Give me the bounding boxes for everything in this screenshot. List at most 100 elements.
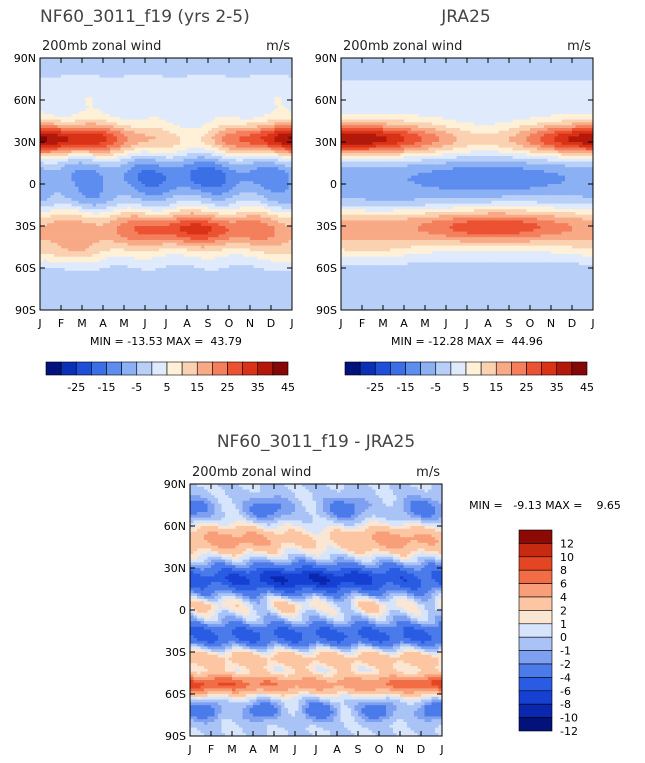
contour-cell (288, 88, 292, 93)
contour-cell (110, 178, 115, 182)
contour-cell (92, 192, 97, 196)
contour-cell (211, 158, 216, 163)
contour-cell (232, 175, 237, 179)
contour-cell (99, 156, 104, 160)
contour-cell (239, 156, 244, 160)
contour-cell (145, 172, 150, 177)
contour-cell (232, 125, 237, 129)
contour-cell (225, 209, 230, 213)
contour-cell (236, 184, 241, 188)
contour-cell (113, 122, 118, 126)
contour-cell (257, 69, 262, 73)
contour-cell (134, 192, 139, 196)
contour-cell (141, 114, 146, 118)
contour-cell (57, 245, 62, 249)
contour-cell (180, 91, 185, 95)
contour-cell (155, 198, 160, 202)
contour-cell (243, 245, 248, 249)
contour-cell (162, 234, 167, 238)
contour-cell (211, 69, 216, 73)
contour-cell (155, 184, 160, 188)
contour-cell (127, 74, 132, 79)
contour-cell (271, 100, 276, 104)
contour-cell (134, 200, 139, 205)
contour-cell (113, 94, 118, 98)
contour-cell (173, 237, 178, 241)
contour-cell (173, 94, 178, 98)
contour-cell (260, 63, 265, 67)
contour-cell (169, 100, 174, 104)
contour-cell (89, 245, 94, 249)
panel-model: NF60_3011_f19 (yrs 2-5) 200mb zonal wind… (14, 7, 295, 394)
contour-cell (145, 198, 150, 202)
contour-cell (89, 119, 94, 123)
contour-cell (40, 142, 45, 146)
contour-cell (71, 122, 76, 126)
contour-cell (64, 186, 69, 191)
contour-cell (232, 192, 237, 196)
contour-cell (239, 125, 244, 129)
contour-cell (239, 69, 244, 73)
contour-cell (201, 217, 206, 221)
contour-cell (169, 228, 174, 233)
contour-cell (113, 175, 118, 179)
contour-cell (47, 209, 52, 213)
contour-cell (75, 181, 80, 185)
contour-cell (236, 223, 241, 227)
contour-cell (285, 237, 290, 241)
contour-cell (253, 142, 258, 146)
contour-cell (127, 192, 132, 196)
contour-cell (61, 175, 66, 179)
contour-cell (222, 111, 227, 115)
contour-cell (215, 161, 220, 165)
contour-cell (117, 77, 122, 81)
contour-cell (271, 195, 276, 199)
contour-cell (99, 150, 104, 154)
contour-cell (229, 128, 234, 132)
contour-cell (278, 125, 283, 129)
contour-cell (166, 158, 171, 163)
contour-cell (155, 122, 160, 126)
contour-cell (99, 200, 104, 205)
contour-cell (61, 136, 66, 140)
contour-cell (222, 100, 227, 104)
contour-cell (190, 200, 195, 205)
contour-cell (208, 206, 213, 210)
contour-cell (89, 83, 94, 87)
contour-cell (222, 108, 227, 112)
contour-cell (131, 108, 136, 112)
contour-cell (152, 242, 157, 247)
contour-cell (141, 170, 146, 174)
contour-cell (169, 248, 174, 252)
contour-cell (183, 139, 188, 143)
contour-cell (274, 136, 279, 140)
contour-cell (141, 102, 146, 107)
contour-cell (145, 248, 150, 252)
contour-cell (85, 220, 90, 224)
contour-cell (208, 58, 213, 62)
contour-cell (281, 167, 286, 171)
contour-cell (152, 184, 157, 188)
contour-cell (267, 195, 272, 199)
contour-cell (232, 198, 237, 202)
contour-cell (75, 217, 80, 221)
contour-cell (159, 77, 164, 81)
contour-cell (229, 111, 234, 115)
contour-cell (127, 251, 132, 255)
contour-cell (96, 58, 101, 62)
contour-cell (40, 128, 45, 132)
contour-cell (120, 175, 125, 179)
contour-cell (274, 226, 279, 230)
contour-cell (194, 192, 199, 196)
contour-cell (68, 228, 73, 233)
contour-cell (253, 108, 258, 112)
contour-cell (61, 91, 66, 95)
contour-cell (260, 226, 265, 230)
contour-cell (113, 97, 118, 101)
contour-cell (99, 147, 104, 151)
contour-cell (43, 100, 48, 104)
contour-cell (106, 83, 111, 87)
contour-cell (246, 97, 251, 101)
contour-cell (274, 125, 279, 129)
contour-cell (117, 220, 122, 224)
